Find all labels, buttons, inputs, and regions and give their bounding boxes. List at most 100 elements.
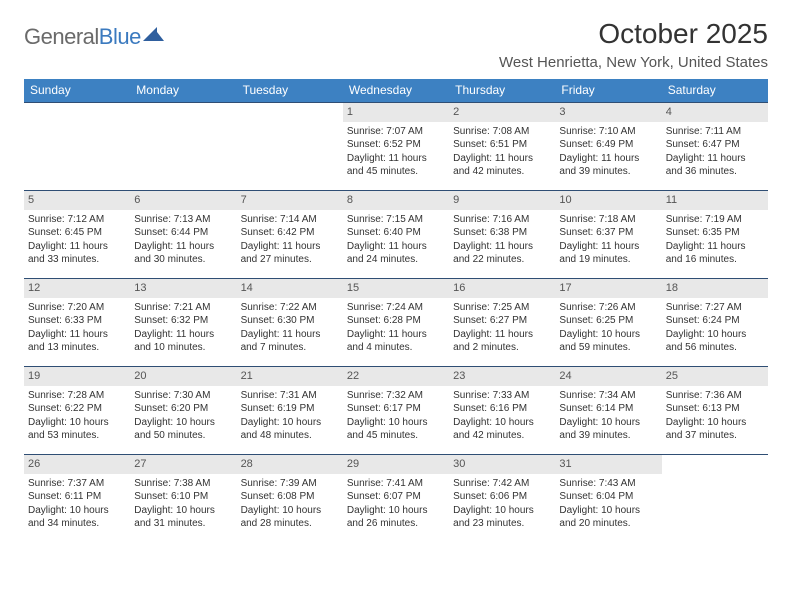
weekday-header: Tuesday	[237, 79, 343, 102]
weekday-header: Saturday	[662, 79, 768, 102]
weekday-header: Sunday	[24, 79, 130, 102]
day-number: 2	[449, 103, 555, 122]
day-cell: 26 Sunrise: 7:37 AMSunset: 6:11 PMDayligh…	[24, 454, 130, 542]
day-number: 4	[662, 103, 768, 122]
daylight-line: Daylight: 11 hours and 36 minutes.	[666, 152, 764, 179]
sunset-line: Sunset: 6:30 PM	[241, 314, 339, 328]
sunset-line: Sunset: 6:11 PM	[28, 490, 126, 504]
day-cell: 3Sunrise: 7:10 AMSunset: 6:49 PMDaylight…	[555, 102, 661, 190]
day-number: 8	[343, 191, 449, 210]
sunrise-line: Sunrise: 7:24 AM	[347, 301, 445, 315]
sunrise-line: Sunrise: 7:10 AM	[559, 125, 657, 139]
day-number: 26	[24, 455, 130, 474]
day-number: 9	[449, 191, 555, 210]
sunset-line: Sunset: 6:20 PM	[134, 402, 232, 416]
daylight-line: Daylight: 11 hours and 19 minutes.	[559, 240, 657, 267]
sunrise-line: Sunrise: 7:32 AM	[347, 389, 445, 403]
day-number: 18	[662, 279, 768, 298]
day-cell: 24Sunrise: 7:34 AMSunset: 6:14 PMDayligh…	[555, 366, 661, 454]
sunrise-line: Sunrise: 7:25 AM	[453, 301, 551, 315]
sunset-line: Sunset: 6:22 PM	[28, 402, 126, 416]
day-cell: 15Sunrise: 7:24 AMSunset: 6:28 PMDayligh…	[343, 278, 449, 366]
sunset-line: Sunset: 6:49 PM	[559, 138, 657, 152]
sunset-line: Sunset: 6:16 PM	[453, 402, 551, 416]
sunset-line: Sunset: 6:45 PM	[28, 226, 126, 240]
logo: GeneralBlue	[24, 18, 165, 50]
day-cell: 6Sunrise: 7:13 AMSunset: 6:44 PMDaylight…	[130, 190, 236, 278]
daylight-line: Daylight: 10 hours and 26 minutes.	[347, 504, 445, 531]
logo-text: GeneralBlue	[24, 24, 141, 50]
day-number: 3	[555, 103, 661, 122]
empty-cell	[130, 102, 236, 190]
daylight-line: Daylight: 10 hours and 31 minutes.	[134, 504, 232, 531]
weekday-header: Monday	[130, 79, 236, 102]
day-cell: 8Sunrise: 7:15 AMSunset: 6:40 PMDaylight…	[343, 190, 449, 278]
daylight-line: Daylight: 11 hours and 2 minutes.	[453, 328, 551, 355]
day-number: 21	[237, 367, 343, 386]
day-cell: 13Sunrise: 7:21 AMSunset: 6:32 PMDayligh…	[130, 278, 236, 366]
sunset-line: Sunset: 6:04 PM	[559, 490, 657, 504]
sunset-line: Sunset: 6:40 PM	[347, 226, 445, 240]
sunset-line: Sunset: 6:52 PM	[347, 138, 445, 152]
daylight-line: Daylight: 10 hours and 45 minutes.	[347, 416, 445, 443]
sunset-line: Sunset: 6:14 PM	[559, 402, 657, 416]
day-cell: 19Sunrise: 7:28 AMSunset: 6:22 PMDayligh…	[24, 366, 130, 454]
daylight-line: Daylight: 11 hours and 45 minutes.	[347, 152, 445, 179]
sunset-line: Sunset: 6:51 PM	[453, 138, 551, 152]
day-number: 5	[24, 191, 130, 210]
sunrise-line: Sunrise: 7:36 AM	[666, 389, 764, 403]
sunrise-line: Sunrise: 7:30 AM	[134, 389, 232, 403]
sunset-line: Sunset: 6:42 PM	[241, 226, 339, 240]
day-cell: 16Sunrise: 7:25 AMSunset: 6:27 PMDayligh…	[449, 278, 555, 366]
sunset-line: Sunset: 6:17 PM	[347, 402, 445, 416]
day-cell: 30Sunrise: 7:42 AMSunset: 6:06 PMDayligh…	[449, 454, 555, 542]
sunset-line: Sunset: 6:32 PM	[134, 314, 232, 328]
sunrise-line: Sunrise: 7:13 AM	[134, 213, 232, 227]
day-cell: 2Sunrise: 7:08 AMSunset: 6:51 PMDaylight…	[449, 102, 555, 190]
day-number: 23	[449, 367, 555, 386]
month-title: October 2025	[499, 18, 768, 50]
daylight-line: Daylight: 10 hours and 50 minutes.	[134, 416, 232, 443]
sunrise-line: Sunrise: 7:39 AM	[241, 477, 339, 491]
sunrise-line: Sunrise: 7:41 AM	[347, 477, 445, 491]
sunset-line: Sunset: 6:37 PM	[559, 226, 657, 240]
day-number: 19	[24, 367, 130, 386]
weekday-header: Friday	[555, 79, 661, 102]
daylight-line: Daylight: 10 hours and 53 minutes.	[28, 416, 126, 443]
sunset-line: Sunset: 6:38 PM	[453, 226, 551, 240]
daylight-line: Daylight: 11 hours and 4 minutes.	[347, 328, 445, 355]
location: West Henrietta, New York, United States	[499, 54, 768, 71]
daylight-line: Daylight: 11 hours and 13 minutes.	[28, 328, 126, 355]
sunrise-line: Sunrise: 7:43 AM	[559, 477, 657, 491]
sunrise-line: Sunrise: 7:27 AM	[666, 301, 764, 315]
day-number: 25	[662, 367, 768, 386]
day-number: 30	[449, 455, 555, 474]
calendar: SundayMondayTuesdayWednesdayThursdayFrid…	[24, 79, 768, 542]
daylight-line: Daylight: 10 hours and 34 minutes.	[28, 504, 126, 531]
day-cell: 5Sunrise: 7:12 AMSunset: 6:45 PMDaylight…	[24, 190, 130, 278]
sunset-line: Sunset: 6:13 PM	[666, 402, 764, 416]
day-number: 31	[555, 455, 661, 474]
day-cell: 25Sunrise: 7:36 AMSunset: 6:13 PMDayligh…	[662, 366, 768, 454]
sunrise-line: Sunrise: 7:21 AM	[134, 301, 232, 315]
sunset-line: Sunset: 6:25 PM	[559, 314, 657, 328]
sunrise-line: Sunrise: 7:31 AM	[241, 389, 339, 403]
calendar-body: 1Sunrise: 7:07 AMSunset: 6:52 PMDaylight…	[24, 102, 768, 542]
day-number: 28	[237, 455, 343, 474]
sunset-line: Sunset: 6:24 PM	[666, 314, 764, 328]
sunset-line: Sunset: 6:35 PM	[666, 226, 764, 240]
day-cell: 9Sunrise: 7:16 AMSunset: 6:38 PMDaylight…	[449, 190, 555, 278]
sunset-line: Sunset: 6:06 PM	[453, 490, 551, 504]
daylight-line: Daylight: 11 hours and 27 minutes.	[241, 240, 339, 267]
daylight-line: Daylight: 10 hours and 28 minutes.	[241, 504, 339, 531]
day-cell: 21Sunrise: 7:31 AMSunset: 6:19 PMDayligh…	[237, 366, 343, 454]
day-cell: 11Sunrise: 7:19 AMSunset: 6:35 PMDayligh…	[662, 190, 768, 278]
day-number: 10	[555, 191, 661, 210]
weekday-header: Thursday	[449, 79, 555, 102]
empty-cell	[24, 102, 130, 190]
sunrise-line: Sunrise: 7:20 AM	[28, 301, 126, 315]
daylight-line: Daylight: 10 hours and 48 minutes.	[241, 416, 339, 443]
sunrise-line: Sunrise: 7:37 AM	[28, 477, 126, 491]
day-cell: 4Sunrise: 7:11 AMSunset: 6:47 PMDaylight…	[662, 102, 768, 190]
day-cell: 10Sunrise: 7:18 AMSunset: 6:37 PMDayligh…	[555, 190, 661, 278]
